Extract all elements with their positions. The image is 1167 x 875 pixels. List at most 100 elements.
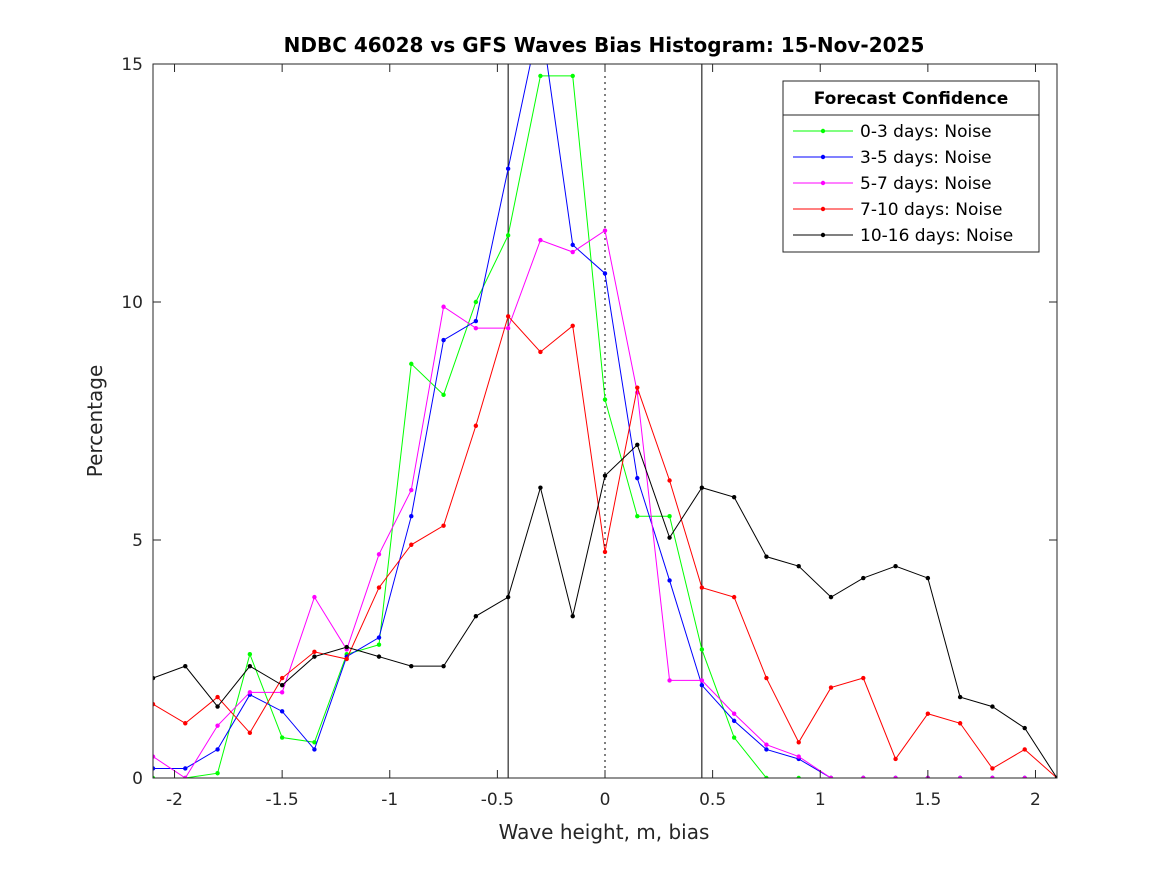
data-point xyxy=(699,678,705,683)
data-point xyxy=(409,663,414,669)
y-tick-label: 5 xyxy=(132,531,143,551)
data-point xyxy=(925,711,931,716)
data-point xyxy=(215,747,220,752)
legend-label: 7-10 days: Noise xyxy=(860,200,1002,220)
y-tick-label: 15 xyxy=(121,55,143,75)
data-point xyxy=(376,654,382,659)
data-point xyxy=(473,318,479,324)
data-point xyxy=(699,585,705,590)
data-point xyxy=(602,397,608,402)
legend-label: 10-16 days: Noise xyxy=(860,226,1013,246)
data-point xyxy=(279,735,285,740)
data-point xyxy=(731,718,737,724)
data-point xyxy=(602,271,608,276)
y-tick-label: 0 xyxy=(132,769,143,789)
data-point xyxy=(441,663,446,669)
data-point xyxy=(796,563,801,569)
data-point xyxy=(602,549,608,555)
data-point xyxy=(925,575,931,581)
legend-item: 5-7 days: Noise xyxy=(793,174,992,194)
data-point xyxy=(153,754,156,759)
data-point xyxy=(505,233,511,238)
data-point xyxy=(796,775,801,778)
data-point xyxy=(215,723,220,728)
data-point xyxy=(1022,775,1027,778)
data-point xyxy=(376,635,382,640)
plot-area xyxy=(153,64,1057,778)
data-point xyxy=(699,647,705,652)
data-point xyxy=(828,685,834,690)
legend-label: 0-3 days: Noise xyxy=(860,122,992,142)
data-point xyxy=(279,690,285,695)
data-point xyxy=(215,694,220,700)
data-point xyxy=(635,475,640,481)
data-point xyxy=(796,740,801,745)
data-point xyxy=(312,594,317,600)
legend: Forecast Confidence 0-3 days: Noise 3-5 da… xyxy=(782,80,1040,253)
x-tick-label: 0.5 xyxy=(699,790,726,810)
data-point xyxy=(861,575,866,581)
series-3 xyxy=(153,228,1057,778)
data-point xyxy=(635,442,640,447)
axes: -2 -1.5 -1 -0.5 0 0.5 1 1.5 2 0 5 10 15 xyxy=(121,55,1058,810)
data-point xyxy=(570,73,575,79)
data-point xyxy=(505,325,511,331)
data-point xyxy=(764,747,769,752)
data-point xyxy=(441,337,446,343)
data-point xyxy=(376,585,382,590)
data-point xyxy=(247,730,253,735)
data-point xyxy=(1022,725,1027,731)
data-point xyxy=(441,523,446,528)
x-tick-label: 1 xyxy=(815,790,826,810)
legend-item: 7-10 days: Noise xyxy=(793,200,1002,220)
data-point xyxy=(667,678,672,683)
data-point xyxy=(731,711,737,716)
data-point xyxy=(667,535,672,540)
data-point xyxy=(183,775,188,778)
data-point xyxy=(764,775,769,778)
data-point xyxy=(247,652,253,657)
data-point xyxy=(183,663,188,669)
x-tick-label: -0.5 xyxy=(481,790,514,810)
data-point xyxy=(957,775,963,778)
data-point xyxy=(215,771,220,776)
data-point xyxy=(409,514,414,519)
data-point xyxy=(635,385,640,390)
data-point xyxy=(279,709,285,714)
data-point xyxy=(764,554,769,559)
legend-swatch-marker xyxy=(820,128,826,134)
series-4 xyxy=(153,314,1057,778)
data-point xyxy=(153,766,156,771)
data-point xyxy=(183,766,188,771)
data-point xyxy=(538,349,543,355)
data-point xyxy=(153,775,156,778)
data-point xyxy=(312,740,317,745)
data-point xyxy=(667,578,672,583)
data-point xyxy=(893,563,898,569)
x-tick-label: -2 xyxy=(166,790,183,810)
x-tick-label: 1.5 xyxy=(914,790,941,810)
data-point xyxy=(731,594,737,600)
legend-swatch-marker xyxy=(820,232,826,238)
legend-label: 3-5 days: Noise xyxy=(860,148,992,168)
data-point xyxy=(312,654,317,659)
data-point xyxy=(990,766,995,771)
data-point xyxy=(473,299,479,305)
data-point xyxy=(344,644,349,650)
data-point xyxy=(861,775,866,778)
legend-item: 10-16 days: Noise xyxy=(793,226,1013,246)
data-point xyxy=(893,775,898,778)
data-point xyxy=(505,594,511,600)
data-point xyxy=(1054,775,1057,778)
data-point xyxy=(957,721,963,726)
data-point xyxy=(828,594,834,600)
data-point xyxy=(990,775,995,778)
data-point xyxy=(473,613,479,619)
data-point xyxy=(376,642,382,647)
legend-item: 3-5 days: Noise xyxy=(793,148,992,168)
series-5 xyxy=(153,442,1057,778)
data-point xyxy=(570,242,575,248)
data-point xyxy=(473,325,479,331)
data-point xyxy=(153,675,156,681)
